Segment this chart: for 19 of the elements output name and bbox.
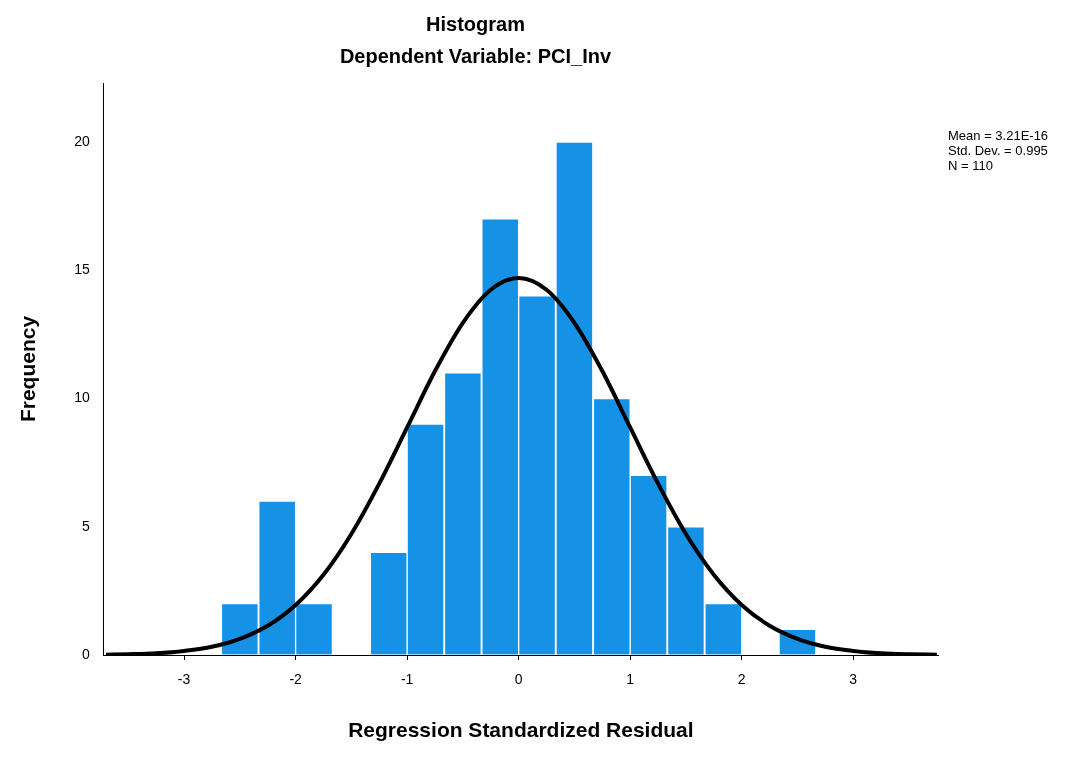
y-axis-title: Frequency <box>16 315 40 423</box>
y-tick-label: 10 <box>74 389 90 406</box>
x-tick-label: -2 <box>289 671 303 688</box>
x-tick-label: 2 <box>737 671 746 688</box>
x-tick-label: 1 <box>626 671 635 688</box>
chart-subtitle: Dependent Variable: PCI_Inv <box>339 44 612 67</box>
y-tick-label: 15 <box>74 261 90 278</box>
y-tick-label: 20 <box>74 132 90 149</box>
x-tick-label: 3 <box>849 671 858 688</box>
chart-title: Histogram <box>426 12 525 35</box>
y-tick-label: 5 <box>81 517 90 534</box>
text: Mean = 3.21E-16 <box>948 128 1049 144</box>
text: N = 110 <box>948 158 993 174</box>
y-tick-label: 0 <box>81 645 90 662</box>
x-axis-title: Regression Standardized Residual <box>348 718 694 742</box>
x-tick-label: 0 <box>514 671 523 688</box>
text: Std. Dev. = 0.995 <box>948 143 1048 159</box>
x-tick-label: -3 <box>177 671 191 688</box>
x-tick-label: -1 <box>400 671 414 688</box>
